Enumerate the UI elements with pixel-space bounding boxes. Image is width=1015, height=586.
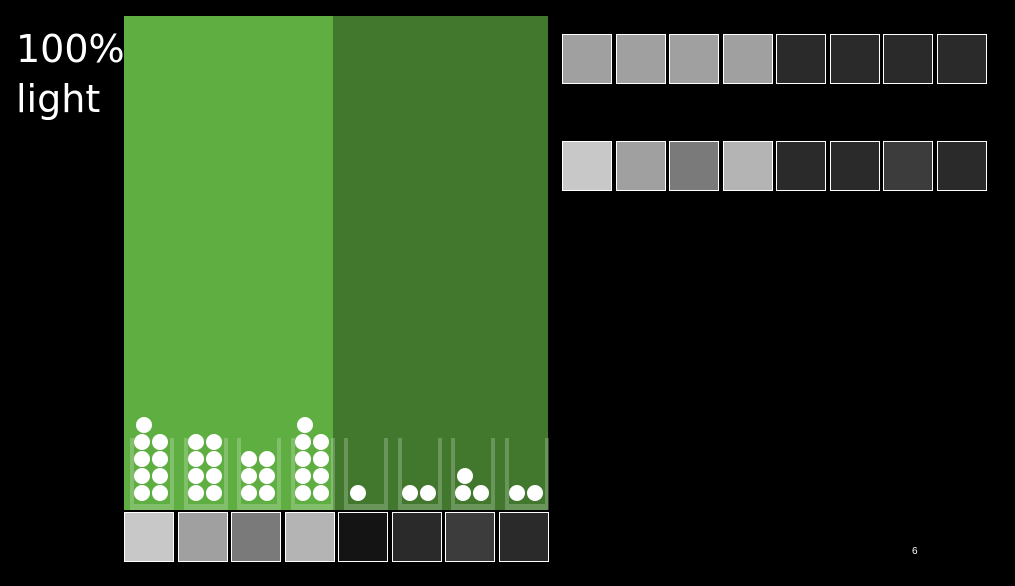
- tube-shade-swatch: [498, 512, 549, 562]
- ball: [259, 451, 275, 467]
- ball: [259, 468, 275, 484]
- shade-swatch: [936, 141, 987, 191]
- tube: [237, 438, 281, 510]
- tube: [451, 438, 495, 510]
- tube: [130, 417, 174, 510]
- shade-swatch: [829, 141, 880, 191]
- ball: [134, 485, 150, 501]
- ball: [136, 417, 152, 433]
- ball: [205, 485, 222, 501]
- shade-swatch: [936, 34, 987, 84]
- ball: [312, 485, 329, 501]
- shade-swatch: [776, 34, 826, 84]
- shade-swatch: [722, 34, 773, 84]
- tube: [183, 434, 228, 510]
- ball: [205, 434, 222, 450]
- dim-region: [333, 16, 548, 510]
- ball: [296, 417, 313, 433]
- ball: [312, 468, 329, 484]
- shade-swatch: [883, 141, 933, 191]
- ball: [419, 485, 436, 501]
- ball: [134, 451, 150, 467]
- ball: [205, 468, 222, 484]
- ball: [152, 434, 168, 450]
- ball: [187, 468, 204, 484]
- title-light: light: [16, 77, 101, 121]
- tube-shade-swatch: [445, 512, 495, 562]
- tube: [504, 438, 549, 510]
- shade-swatch: [776, 141, 826, 191]
- ball: [526, 485, 543, 501]
- ball: [294, 468, 311, 484]
- shade-swatch: [883, 34, 933, 84]
- ball: [152, 485, 168, 501]
- shade-swatch: [615, 141, 666, 191]
- ball: [187, 485, 204, 501]
- ball: [187, 434, 204, 450]
- shade-swatch: [562, 141, 612, 191]
- ball: [259, 485, 275, 501]
- ball: [473, 485, 489, 501]
- ball: [241, 451, 257, 467]
- ball: [187, 451, 204, 467]
- tube-shade-swatch: [124, 512, 174, 562]
- tube: [290, 417, 335, 510]
- title-percent: 100%: [16, 27, 125, 71]
- tube-shade-swatch: [284, 512, 335, 562]
- tube: [397, 438, 442, 510]
- shade-swatch: [722, 141, 773, 191]
- ball: [350, 485, 366, 501]
- ball: [508, 485, 525, 501]
- ball: [152, 451, 168, 467]
- ball: [294, 485, 311, 501]
- page-number: 6: [912, 546, 918, 557]
- ball: [312, 434, 329, 450]
- ball: [312, 451, 329, 467]
- shade-swatch: [615, 34, 666, 84]
- ball: [241, 468, 257, 484]
- shade-swatch: [669, 141, 719, 191]
- ball: [134, 468, 150, 484]
- tube: [344, 438, 388, 510]
- ball: [241, 485, 257, 501]
- ball: [457, 468, 473, 484]
- tube-shade-swatch: [391, 512, 442, 562]
- shade-swatch: [562, 34, 612, 84]
- tube-shade-swatch: [338, 512, 388, 562]
- shade-swatch: [829, 34, 880, 84]
- ball: [401, 485, 418, 501]
- ball: [134, 434, 150, 450]
- ball: [455, 485, 471, 501]
- ball: [205, 451, 222, 467]
- tube-shade-swatch: [231, 512, 281, 562]
- ball: [152, 468, 168, 484]
- shade-swatch: [669, 34, 719, 84]
- ball: [294, 451, 311, 467]
- tube-shade-swatch: [177, 512, 228, 562]
- light-panel: [124, 16, 549, 510]
- ball: [294, 434, 311, 450]
